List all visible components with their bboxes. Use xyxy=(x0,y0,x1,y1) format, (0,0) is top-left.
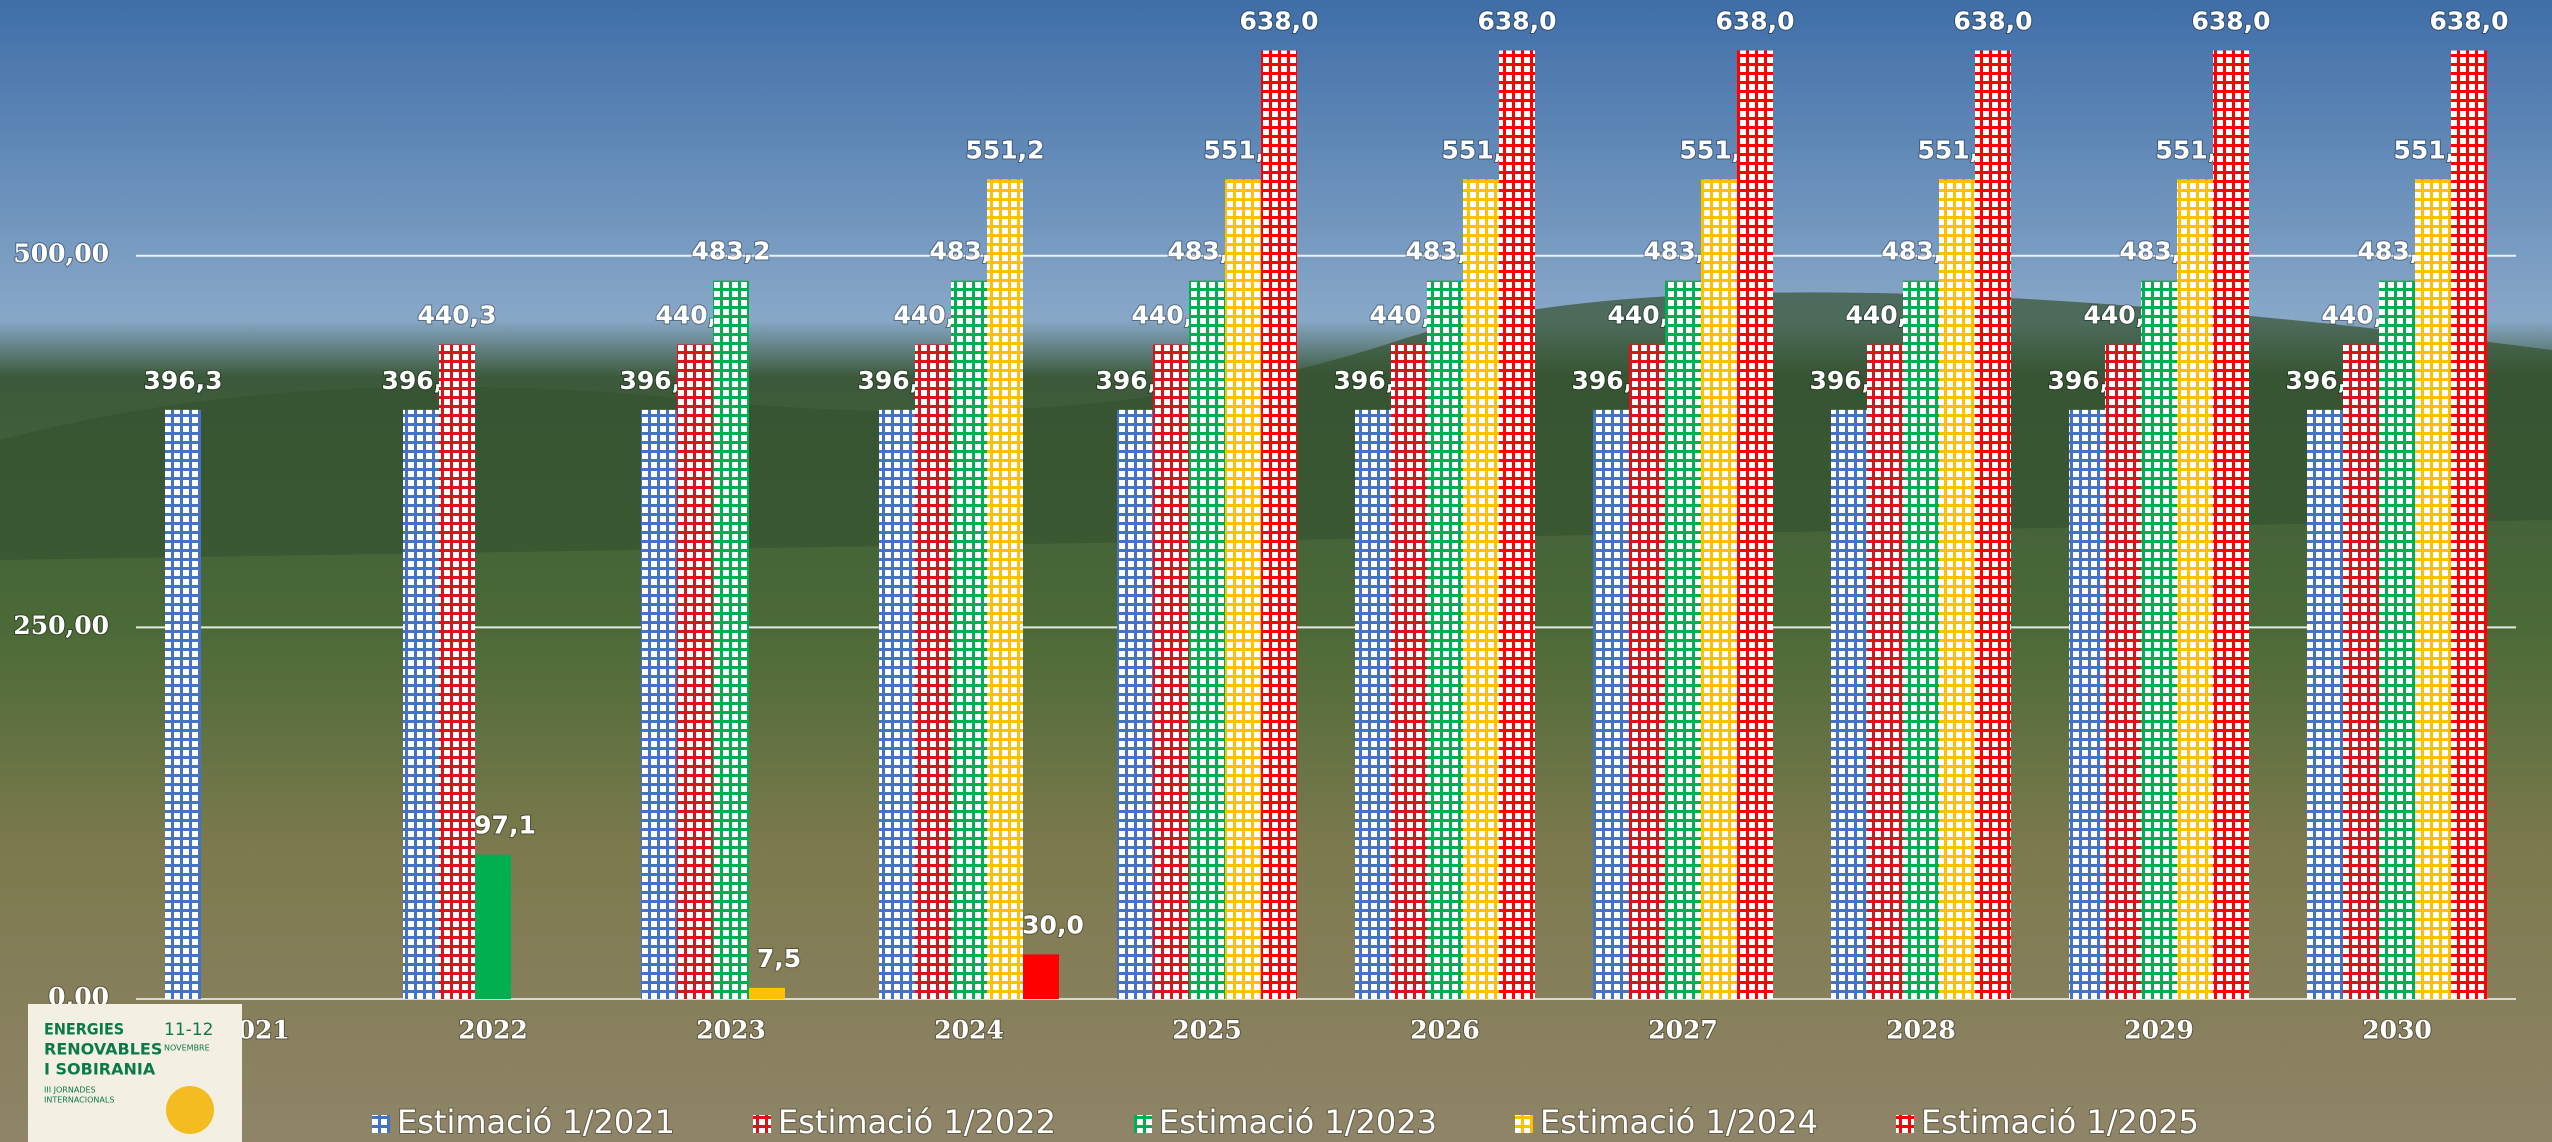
bar xyxy=(2069,409,2105,1000)
bar xyxy=(2415,179,2451,999)
bar xyxy=(2141,280,2177,1000)
bar xyxy=(1499,50,1535,1000)
bar xyxy=(1261,50,1297,1000)
bar xyxy=(677,344,713,999)
value-label: 638,0 xyxy=(1715,7,1794,36)
bar xyxy=(2213,50,2249,1000)
y-tick-label: 250,00 xyxy=(13,611,109,640)
bar xyxy=(987,179,1023,999)
bar xyxy=(2451,50,2487,1000)
bar xyxy=(475,854,511,999)
value-label: 97,1 xyxy=(474,811,536,840)
bar xyxy=(1463,179,1499,999)
logo-title: I SOBIRANIA xyxy=(44,1060,156,1079)
bar xyxy=(2379,280,2415,1000)
legend-label: Estimació 1/2024 xyxy=(1540,1103,1818,1141)
logo-title: RENOVABLES xyxy=(44,1040,162,1059)
bar xyxy=(1225,179,1261,999)
x-tick-label: 2025 xyxy=(1172,1016,1242,1045)
logo-month: NOVEMBRE xyxy=(164,1044,210,1053)
legend-label: Estimació 1/2023 xyxy=(1159,1103,1437,1141)
x-tick-label: 2027 xyxy=(1648,1016,1718,1045)
bar xyxy=(439,344,475,999)
legend-label: Estimació 1/2025 xyxy=(1921,1103,2199,1141)
bar xyxy=(1391,344,1427,999)
bar xyxy=(2343,344,2379,999)
bar xyxy=(749,987,785,999)
bar xyxy=(1629,344,1665,999)
bar xyxy=(2177,179,2213,999)
bar xyxy=(403,409,439,1000)
logo-subtitle: III JORNADES xyxy=(44,1086,96,1095)
y-tick-label: 500,00 xyxy=(13,239,109,268)
logo-subtitle: INTERNACIONALS xyxy=(44,1096,114,1105)
bar xyxy=(1427,280,1463,1000)
bar xyxy=(1701,179,1737,999)
bar xyxy=(1665,280,1701,1000)
legend-swatch xyxy=(372,1115,390,1133)
value-label: 483,2 xyxy=(691,237,770,266)
x-tick-label: 2026 xyxy=(1410,1016,1480,1045)
bar xyxy=(915,344,951,999)
bar xyxy=(1903,280,1939,1000)
legend-swatch xyxy=(753,1115,771,1133)
bar xyxy=(879,409,915,1000)
bar xyxy=(165,409,201,1000)
bar xyxy=(2307,409,2343,1000)
logo-sun xyxy=(166,1086,214,1134)
value-label: 396,3 xyxy=(143,366,222,395)
bar xyxy=(1939,179,1975,999)
value-label: 638,0 xyxy=(1953,7,2032,36)
bar xyxy=(1189,280,1225,1000)
logo: ENERGIES RENOVABLES I SOBIRANIA 11-12 NO… xyxy=(28,1004,242,1142)
value-label: 638,0 xyxy=(1477,7,1556,36)
value-label: 638,0 xyxy=(1239,7,1318,36)
x-tick-label: 2030 xyxy=(2362,1016,2432,1045)
legend-swatch xyxy=(1134,1115,1152,1133)
value-label: 7,5 xyxy=(757,944,801,973)
x-tick-label: 2024 xyxy=(934,1016,1004,1045)
bar xyxy=(2105,344,2141,999)
value-label: 440,3 xyxy=(417,300,496,329)
x-tick-label: 2023 xyxy=(696,1016,766,1045)
bar xyxy=(1593,409,1629,1000)
x-tick-label: 2029 xyxy=(2124,1016,2194,1045)
value-label: 551,2 xyxy=(965,136,1044,165)
legend-label: Estimació 1/2022 xyxy=(778,1103,1056,1141)
legend-swatch xyxy=(1515,1115,1533,1133)
logo-title: ENERGIES xyxy=(44,1020,124,1039)
x-tick-label: 2028 xyxy=(1886,1016,1956,1045)
bar xyxy=(1355,409,1391,1000)
bar xyxy=(1737,50,1773,1000)
bar xyxy=(641,409,677,1000)
value-label: 638,0 xyxy=(2429,7,2508,36)
bar xyxy=(951,280,987,1000)
legend-label: Estimació 1/2021 xyxy=(397,1103,675,1141)
bar xyxy=(1867,344,1903,999)
bar xyxy=(1153,344,1189,999)
bar xyxy=(1023,954,1059,999)
bar xyxy=(713,280,749,1000)
x-tick-label: 2022 xyxy=(458,1016,528,1045)
logo-date: 11-12 xyxy=(164,1020,213,1040)
bar xyxy=(1975,50,2011,1000)
value-label: 30,0 xyxy=(1022,910,1084,939)
legend-swatch xyxy=(1896,1115,1914,1133)
value-label: 638,0 xyxy=(2191,7,2270,36)
bar xyxy=(1831,409,1867,1000)
bar xyxy=(1117,409,1153,1000)
